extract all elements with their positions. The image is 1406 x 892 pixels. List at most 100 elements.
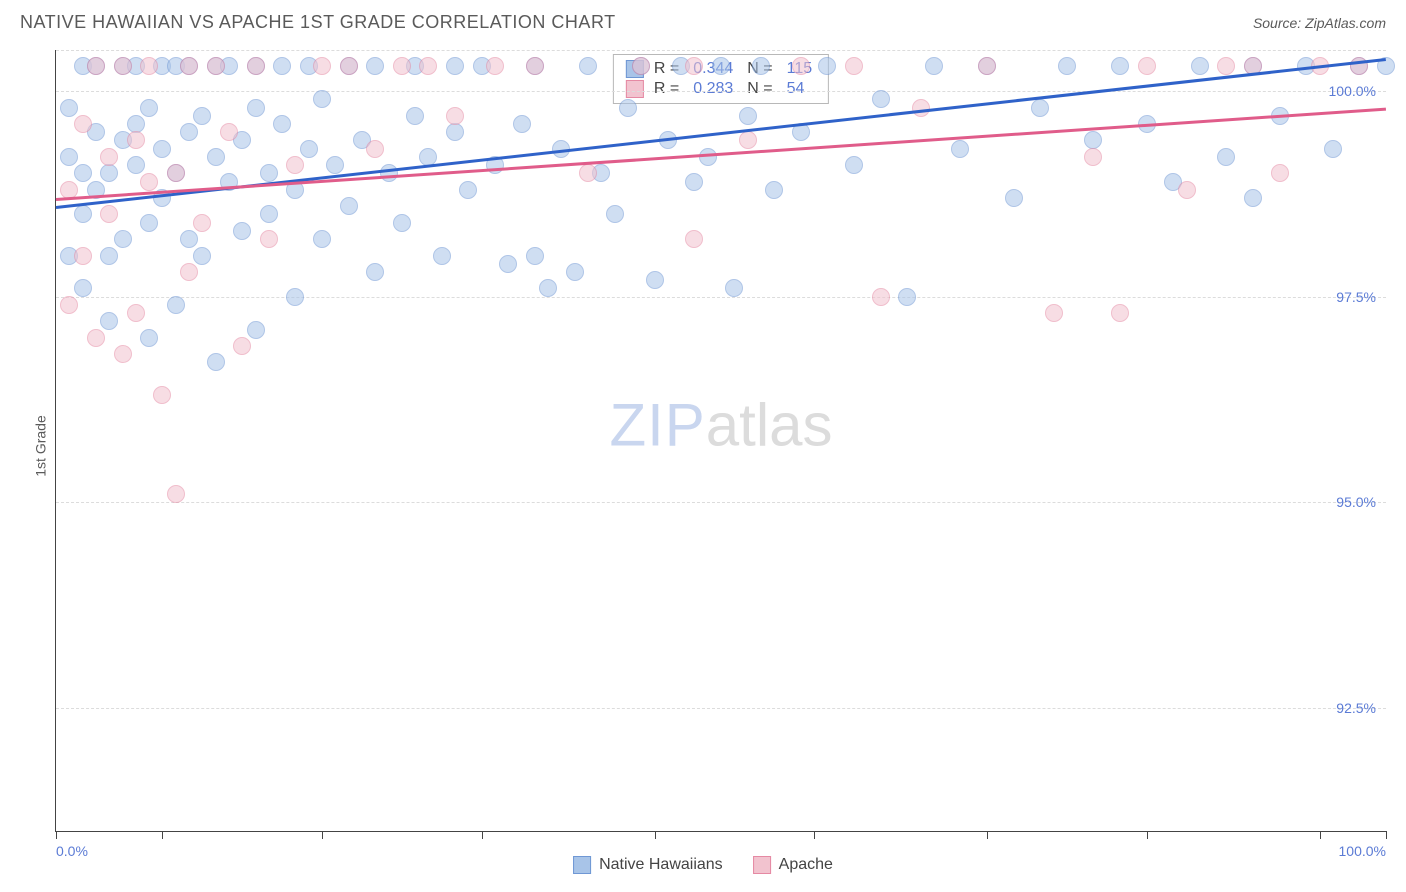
- data-point: [313, 230, 331, 248]
- data-point: [619, 99, 637, 117]
- x-tick: [1320, 831, 1321, 839]
- data-point: [153, 140, 171, 158]
- data-point: [74, 279, 92, 297]
- data-point: [286, 156, 304, 174]
- data-point: [366, 57, 384, 75]
- data-point: [127, 156, 145, 174]
- data-point: [406, 107, 424, 125]
- data-point: [260, 205, 278, 223]
- data-point: [273, 115, 291, 133]
- data-point: [1138, 57, 1156, 75]
- data-point: [792, 57, 810, 75]
- data-point: [74, 205, 92, 223]
- x-tick: [655, 831, 656, 839]
- data-point: [207, 57, 225, 75]
- data-point: [513, 115, 531, 133]
- data-point: [1111, 57, 1129, 75]
- x-tick: [814, 831, 815, 839]
- legend-row: R =0.283N =54: [626, 79, 816, 99]
- data-point: [233, 222, 251, 240]
- legend-n-value: 54: [787, 80, 805, 98]
- data-point: [193, 247, 211, 265]
- data-point: [539, 279, 557, 297]
- x-tick: [1147, 831, 1148, 839]
- data-point: [1244, 189, 1262, 207]
- data-point: [1058, 57, 1076, 75]
- y-tick-label: 97.5%: [1336, 289, 1376, 305]
- data-point: [247, 57, 265, 75]
- y-axis-label: 1st Grade: [33, 415, 49, 476]
- x-tick-label: 0.0%: [56, 843, 88, 859]
- data-point: [1005, 189, 1023, 207]
- data-point: [247, 99, 265, 117]
- data-point: [313, 90, 331, 108]
- data-point: [74, 115, 92, 133]
- data-point: [74, 247, 92, 265]
- data-point: [765, 181, 783, 199]
- data-point: [313, 57, 331, 75]
- data-point: [951, 140, 969, 158]
- data-point: [140, 214, 158, 232]
- data-point: [526, 247, 544, 265]
- data-point: [260, 230, 278, 248]
- legend-label: Apache: [779, 856, 833, 874]
- data-point: [872, 90, 890, 108]
- data-point: [1191, 57, 1209, 75]
- data-point: [433, 247, 451, 265]
- legend-r-value: 0.283: [693, 80, 733, 98]
- data-point: [393, 214, 411, 232]
- y-tick-label: 95.0%: [1336, 494, 1376, 510]
- data-point: [606, 205, 624, 223]
- data-point: [1217, 148, 1235, 166]
- data-point: [1084, 148, 1102, 166]
- data-point: [180, 123, 198, 141]
- legend-swatch: [573, 856, 591, 874]
- legend-item: Apache: [753, 856, 833, 874]
- data-point: [167, 164, 185, 182]
- data-point: [818, 57, 836, 75]
- data-point: [180, 230, 198, 248]
- data-point: [300, 140, 318, 158]
- data-point: [140, 329, 158, 347]
- data-point: [247, 321, 265, 339]
- data-point: [685, 57, 703, 75]
- x-tick: [162, 831, 163, 839]
- data-point: [127, 131, 145, 149]
- y-tick-label: 92.5%: [1336, 700, 1376, 716]
- data-point: [153, 386, 171, 404]
- data-point: [286, 288, 304, 306]
- data-point: [872, 288, 890, 306]
- legend-label: Native Hawaiians: [599, 856, 723, 874]
- data-point: [579, 57, 597, 75]
- legend-swatch: [626, 80, 644, 98]
- data-point: [526, 57, 544, 75]
- data-point: [393, 57, 411, 75]
- data-point: [207, 148, 225, 166]
- data-point: [685, 173, 703, 191]
- data-point: [60, 296, 78, 314]
- data-point: [366, 263, 384, 281]
- data-point: [925, 57, 943, 75]
- data-point: [685, 230, 703, 248]
- data-point: [140, 99, 158, 117]
- data-point: [273, 57, 291, 75]
- data-point: [193, 214, 211, 232]
- watermark: ZIPatlas: [609, 390, 832, 459]
- source-label: Source: ZipAtlas.com: [1253, 15, 1386, 31]
- chart-title: NATIVE HAWAIIAN VS APACHE 1ST GRADE CORR…: [20, 12, 616, 33]
- gridline: [56, 50, 1386, 51]
- data-point: [100, 205, 118, 223]
- data-point: [340, 57, 358, 75]
- data-point: [419, 57, 437, 75]
- x-tick: [482, 831, 483, 839]
- data-point: [326, 156, 344, 174]
- data-point: [100, 247, 118, 265]
- data-point: [140, 173, 158, 191]
- data-point: [712, 57, 730, 75]
- data-point: [74, 164, 92, 182]
- data-point: [1045, 304, 1063, 322]
- data-point: [898, 288, 916, 306]
- data-point: [233, 337, 251, 355]
- data-point: [207, 353, 225, 371]
- data-point: [632, 57, 650, 75]
